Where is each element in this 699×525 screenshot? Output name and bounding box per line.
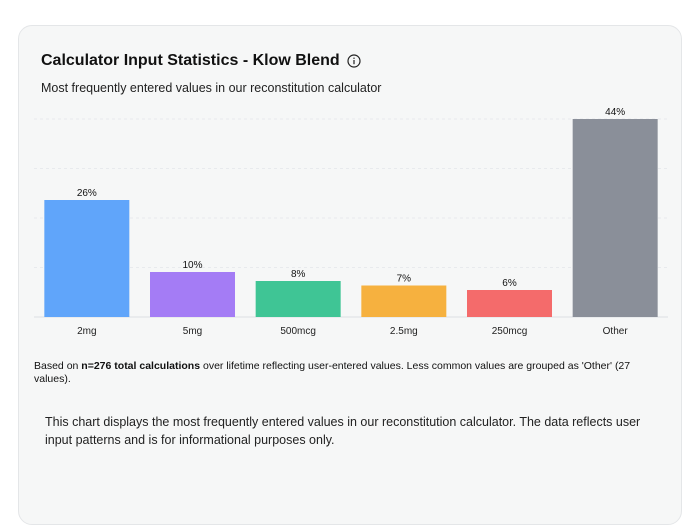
x-tick-label: 2mg <box>77 326 96 337</box>
info-circle-icon[interactable] <box>347 54 361 68</box>
sample-size-note: Based on n=276 total calculations over l… <box>34 360 664 386</box>
title-row: Calculator Input Statistics - Klow Blend <box>41 52 361 70</box>
x-tick-label: Other <box>603 326 629 337</box>
bar-value-label: 8% <box>291 269 306 280</box>
footnote-count: n=276 total calculations <box>81 360 201 372</box>
bar-5mg[interactable] <box>150 272 235 317</box>
bar-value-label: 7% <box>397 274 412 285</box>
chart-title: Calculator Input Statistics - Klow Blend <box>41 52 340 69</box>
bar-2.5mg[interactable] <box>361 285 447 318</box>
footnote-suffix: over lifetime reflecting user-entered va… <box>34 360 631 385</box>
bar-chart: 26% 2mg 10% 5mg 8% 500mcg 7% 2.5mg 6% 250mcg 44% Ot… <box>34 107 668 337</box>
bar-value-label: 6% <box>502 278 517 289</box>
bar-value-label: 26% <box>77 188 97 199</box>
bar-2mg[interactable] <box>44 200 130 317</box>
footnote-prefix: Based on <box>34 360 82 372</box>
x-tick-label: 5mg <box>183 326 202 337</box>
chart-subtitle: Most frequently entered values in our re… <box>41 81 382 95</box>
x-tick-label: 250mcg <box>492 326 528 337</box>
chart-card: Calculator Input Statistics - Klow Blend… <box>18 25 682 525</box>
bar-Other[interactable] <box>572 119 658 317</box>
bar-value-label: 10% <box>182 260 202 271</box>
chart-disclaimer: This chart displays the most frequently … <box>45 415 641 447</box>
x-tick-label: 500mcg <box>280 326 316 337</box>
bar-250mcg[interactable] <box>467 290 552 317</box>
bar-500mcg[interactable] <box>255 281 341 317</box>
bar-value-label: 44% <box>605 107 625 118</box>
x-tick-label: 2.5mg <box>390 326 418 337</box>
